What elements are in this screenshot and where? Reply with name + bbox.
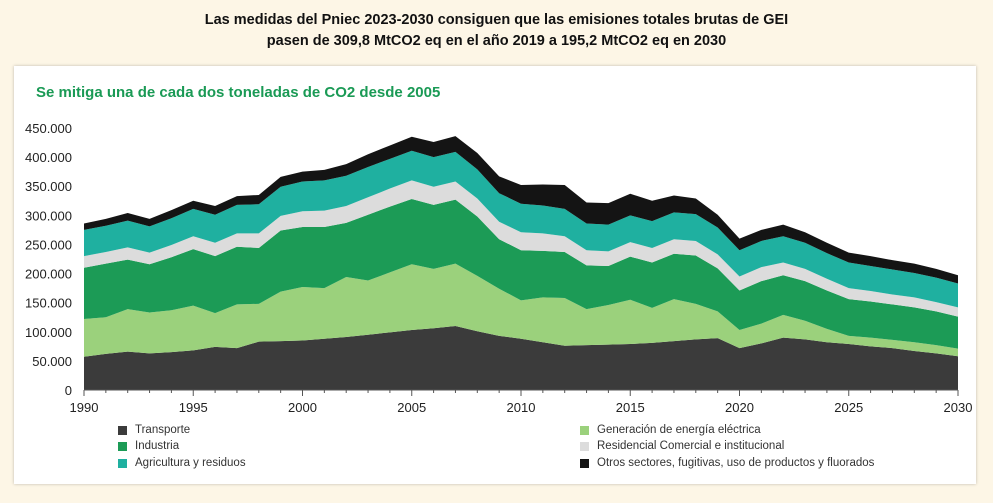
y-tick-label: 250.000	[25, 237, 72, 252]
y-tick-label: 350.000	[25, 179, 72, 194]
y-tick-label: 0	[65, 383, 72, 398]
legend-label: Otros sectores, fugitivas, uso de produc…	[597, 457, 875, 469]
x-tick-label: 2005	[397, 400, 426, 415]
y-tick-label: 450.000	[25, 121, 72, 136]
legend-swatch	[580, 458, 589, 468]
legend-item-residencial: Residencial Comercial e institucional	[580, 440, 784, 452]
page-title-line-2: pasen de 309,8 MtCO2 eq en el año 2019 a…	[266, 33, 727, 49]
legend-swatch	[118, 441, 127, 451]
y-tick-label: 150.000	[25, 296, 72, 311]
x-tick-label: 2010	[507, 400, 536, 415]
y-tick-label: 400.000	[25, 150, 72, 165]
y-tick-label: 300.000	[25, 208, 72, 223]
legend-item-otros: Otros sectores, fugitivas, uso de produc…	[580, 457, 874, 469]
legend-item-industria: Industria	[118, 440, 179, 452]
legend-item-generacion-electrica: Generación de energía eléctrica	[580, 424, 761, 436]
legend-item-agricultura: Agricultura y residuos	[118, 457, 246, 469]
chart-card: Se mitiga una de cada dos toneladas de C…	[14, 66, 976, 484]
x-tick-label: 2025	[834, 400, 863, 415]
stacked-area-chart: 0 50.000 100.000 150.000 200.000 250.000 300.0…	[25, 121, 973, 415]
legend-label: Transporte	[135, 424, 191, 436]
area-series-5	[84, 136, 958, 284]
x-tick-label: 2015	[616, 400, 645, 415]
x-tick-label: 2030	[944, 400, 973, 415]
legend-label: Agricultura y residuos	[135, 457, 246, 469]
x-tick-label: 2000	[288, 400, 317, 415]
x-tick-label: 2020	[725, 400, 754, 415]
legend-swatch	[580, 425, 589, 435]
area-series-0	[84, 325, 958, 390]
y-tick-label: 50.000	[32, 354, 72, 369]
y-tick-label: 100.000	[25, 325, 72, 340]
area-series-1	[84, 263, 958, 357]
page-title-line-1: Las medidas del Pniec 2023-2030 consigue…	[204, 12, 789, 28]
area-series-3	[84, 180, 958, 317]
legend-swatch	[580, 441, 589, 451]
legend-label: Industria	[135, 440, 180, 452]
x-tick-label: 1995	[179, 400, 208, 415]
legend-item-transporte: Transporte	[118, 424, 190, 436]
area-series-4	[84, 150, 958, 308]
legend-label: Generación de energía eléctrica	[597, 424, 761, 436]
chart-subtitle: Se mitiga una de cada dos toneladas de C…	[36, 84, 441, 101]
y-tick-label: 200.000	[25, 267, 72, 282]
area-series-2	[84, 199, 958, 349]
legend-swatch	[118, 458, 127, 468]
page-title: Las medidas del Pniec 2023-2030 consigue…	[0, 10, 993, 52]
legend-swatch	[118, 425, 127, 435]
legend-label: Residencial Comercial e institucional	[597, 440, 785, 452]
x-tick-label: 1990	[70, 400, 99, 415]
